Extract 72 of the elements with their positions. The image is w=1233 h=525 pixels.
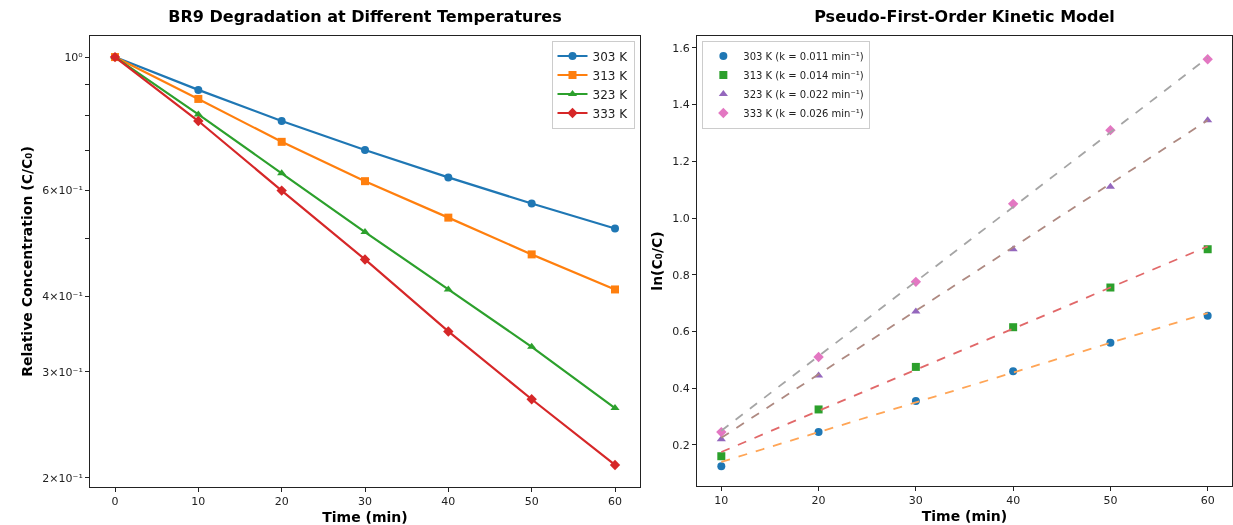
x-tick-label: 0 (111, 495, 119, 509)
point (611, 285, 619, 294)
x-tick-label: 40 (1006, 494, 1021, 508)
x-tick-label: 50 (1103, 494, 1118, 508)
point (360, 228, 370, 235)
legend-label: 303 K (592, 49, 629, 64)
point (911, 307, 921, 314)
y-axis-title: Relative Concentration (C/C₀) (18, 146, 35, 377)
x-tick-label: 60 (608, 495, 622, 509)
point (814, 405, 823, 414)
y-tick-label: 2×10⁻¹ (42, 471, 83, 485)
point (276, 185, 287, 196)
point (359, 254, 371, 265)
x-axis-title: Time (min) (322, 508, 408, 525)
y-axis-title: ln(C₀/C) (648, 231, 665, 291)
point (910, 276, 922, 288)
x-tick-label: 30 (358, 495, 372, 509)
point (527, 199, 536, 208)
legend-label: 323 K (k = 0.022 min⁻¹) (743, 88, 864, 100)
point (609, 459, 621, 471)
chart-title: Pseudo-First-Order Kinetic Model (814, 7, 1115, 27)
x-axis-title: Time (min) (921, 507, 1008, 524)
x-tick-label: 10 (714, 494, 729, 508)
point (527, 250, 536, 259)
chart-title: BR9 Degradation at Different Temperatures (168, 7, 562, 27)
point (194, 85, 203, 94)
point (444, 213, 453, 222)
point (814, 428, 823, 437)
y-tick-label: 3×10⁻¹ (42, 365, 83, 379)
point (444, 173, 453, 182)
x-tick-label: 10 (191, 495, 206, 509)
legend-label: 303 K (k = 0.011 min⁻¹) (743, 50, 864, 62)
y-tick-label: 0.6 (672, 325, 690, 339)
y-tick-label: 4×10⁻¹ (42, 290, 83, 304)
point (611, 224, 619, 233)
point (194, 94, 203, 103)
point (361, 145, 369, 154)
point (1202, 54, 1213, 65)
point (610, 404, 620, 411)
y-tick-label: 10⁰ (64, 50, 84, 64)
y-tick-label: 0.2 (672, 438, 690, 452)
x-tick-label: 30 (908, 494, 923, 508)
x-tick-label: 20 (274, 495, 289, 509)
y-tick-label: 1.2 (672, 155, 690, 169)
legend-label: 323 K (592, 87, 629, 102)
y-tick-label: 1.4 (672, 98, 690, 112)
y-tick-label: 0.4 (672, 382, 690, 396)
point (717, 452, 726, 461)
legend-label: 313 K (592, 68, 629, 83)
legend-label: 333 K (592, 106, 629, 121)
point (526, 394, 537, 405)
point (193, 115, 204, 127)
x-tick-label: 50 (524, 495, 539, 509)
y-tick-label: 1.6 (672, 41, 690, 55)
legend-label: 313 K (k = 0.014 min⁻¹) (743, 69, 864, 81)
point (1009, 323, 1018, 332)
legend-label: 333 K (k = 0.026 min⁻¹) (743, 107, 864, 119)
point (527, 342, 537, 349)
point (277, 137, 286, 146)
point (361, 177, 369, 186)
point (813, 351, 824, 363)
point (717, 462, 726, 471)
x-tick-label: 20 (811, 494, 826, 508)
x-tick-label: 40 (441, 495, 456, 509)
point (443, 326, 454, 337)
y-tick-label: 0.8 (672, 268, 690, 282)
point (1007, 198, 1019, 210)
y-tick-label: 1.0 (672, 211, 690, 225)
x-tick-label: 60 (1200, 494, 1215, 508)
point (911, 362, 920, 371)
point (277, 117, 286, 126)
y-tick-label: 6×10⁻¹ (42, 184, 83, 198)
